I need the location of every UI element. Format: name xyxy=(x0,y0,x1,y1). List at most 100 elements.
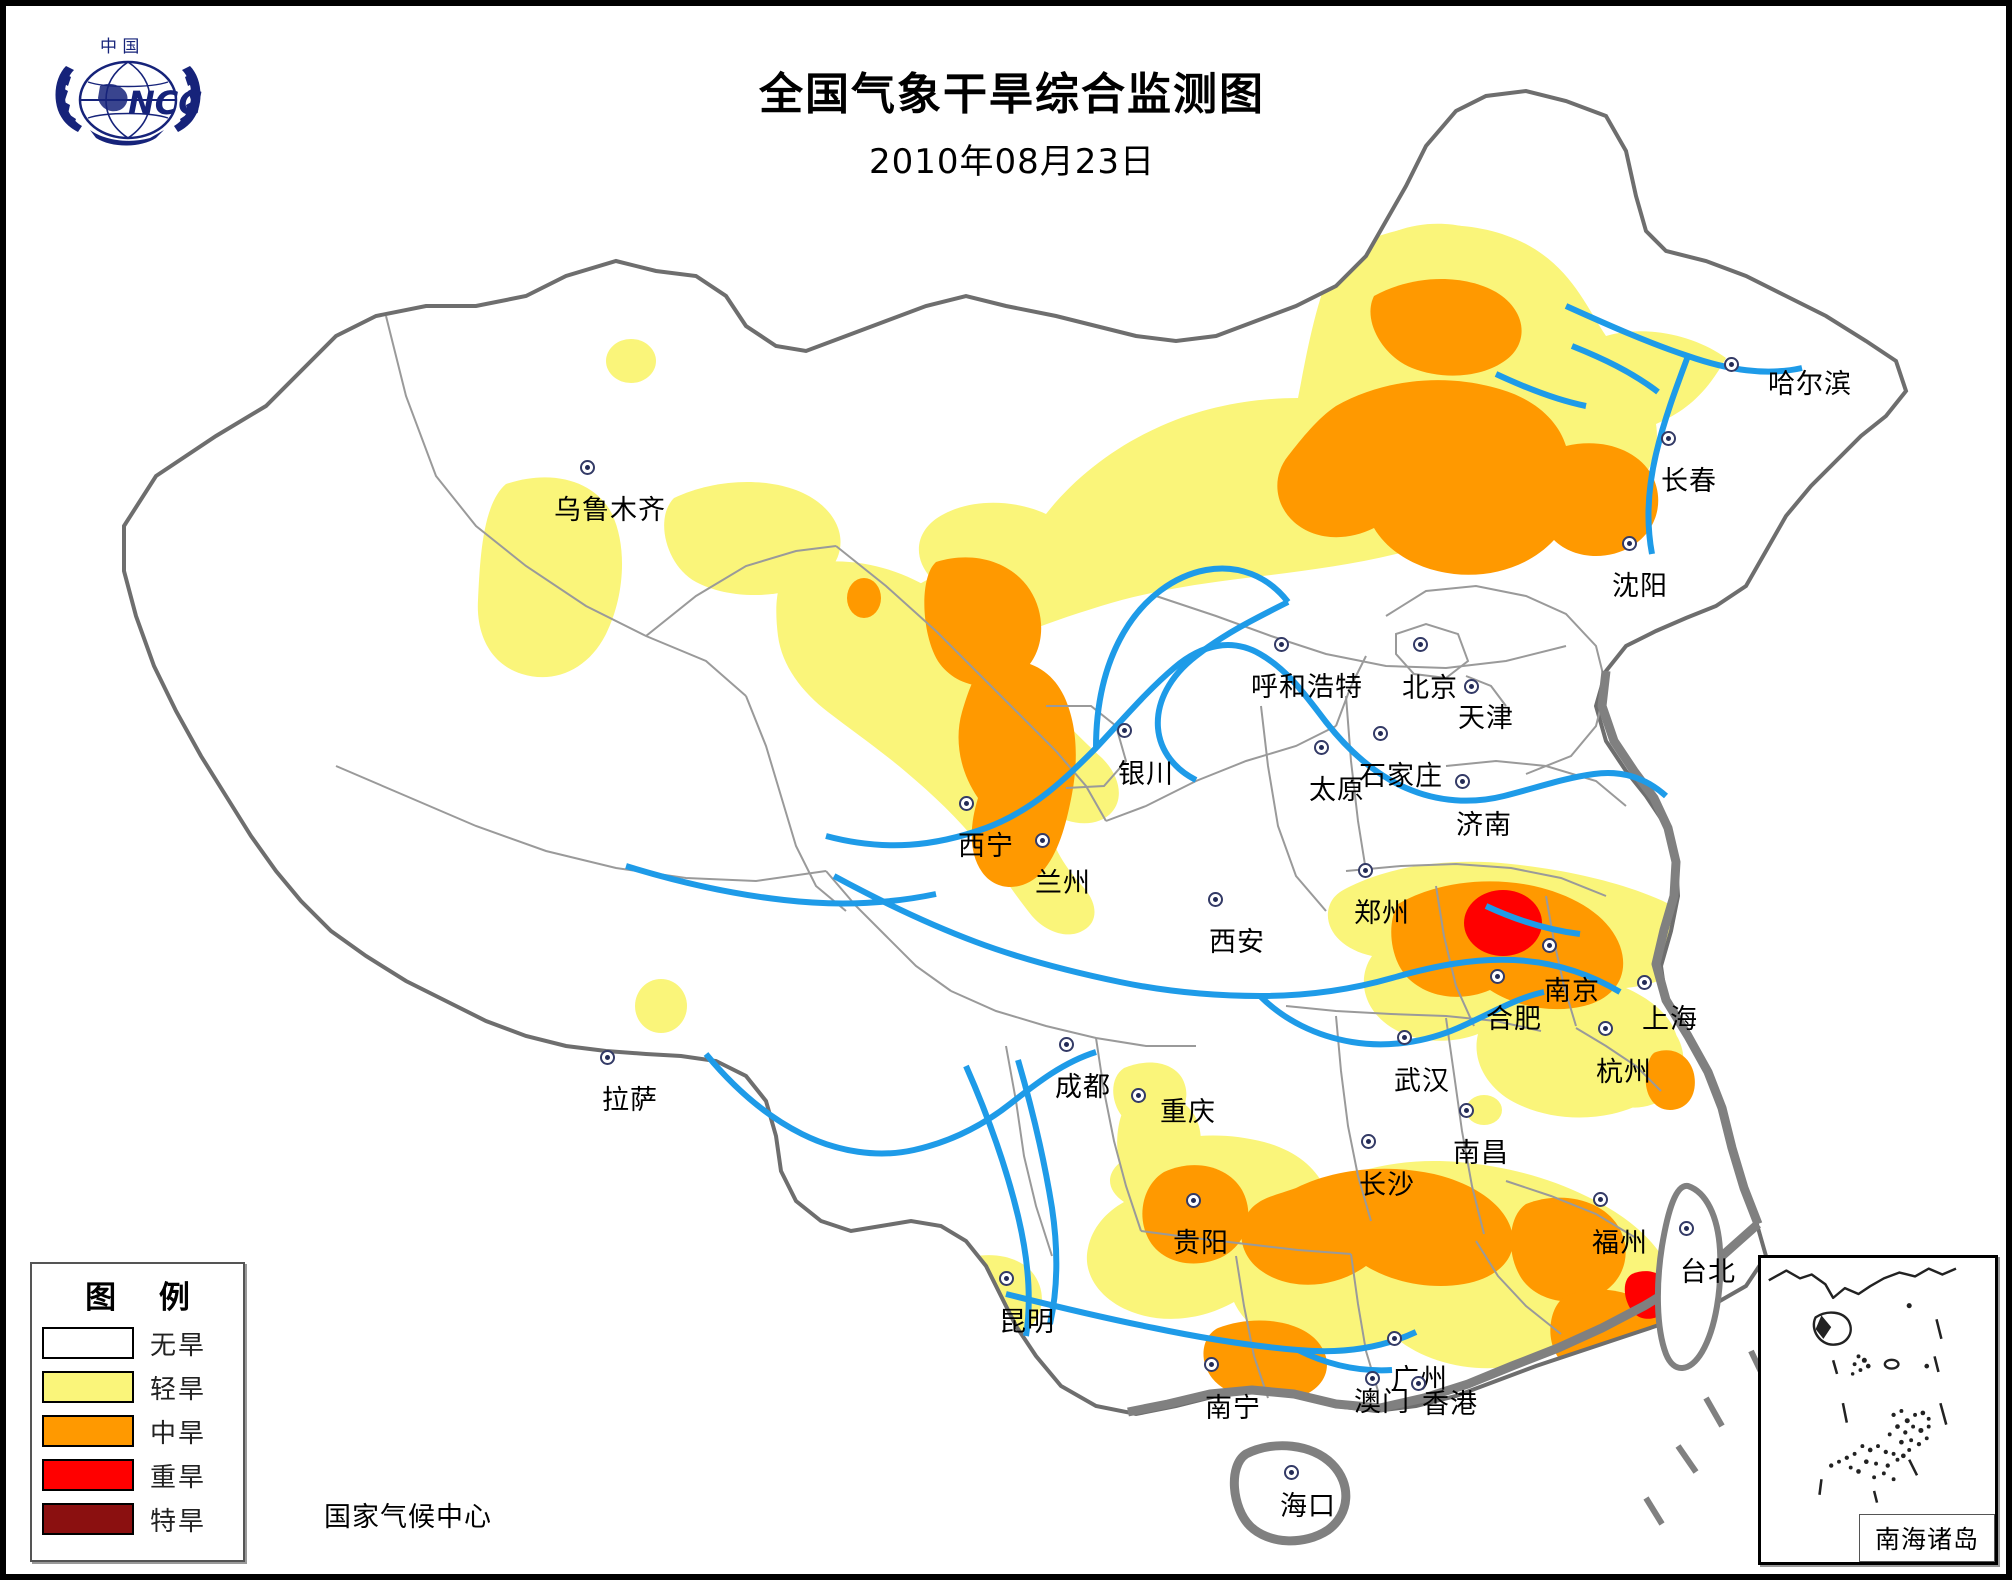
city-label-兰州: 兰州 xyxy=(1035,868,1091,899)
city-label-南昌: 南昌 xyxy=(1453,1138,1509,1169)
inset-coastline xyxy=(1768,1267,1957,1346)
legend-swatch-1 xyxy=(42,1371,134,1403)
city-label-澳门: 澳门 xyxy=(1354,1387,1410,1418)
legend-row-4: 特旱 xyxy=(32,1497,243,1541)
city-marker-12 xyxy=(1208,892,1223,907)
legend-row-2: 中旱 xyxy=(32,1409,243,1453)
city-marker-0 xyxy=(1724,357,1739,372)
city-label-乌鲁木齐: 乌鲁木齐 xyxy=(554,495,666,526)
city-label-长春: 长春 xyxy=(1661,466,1717,497)
legend-rows: 无旱轻旱中旱重旱特旱 xyxy=(32,1321,243,1541)
city-marker-23 xyxy=(1459,1103,1474,1118)
city-label-成都: 成都 xyxy=(1055,1072,1111,1103)
city-marker-27 xyxy=(1204,1357,1219,1372)
city-marker-19 xyxy=(1542,938,1557,953)
map-date: 2010年08月23日 xyxy=(868,142,1156,182)
inset-label: 南海诸岛 xyxy=(1859,1514,1995,1562)
legend-swatch-3 xyxy=(42,1459,134,1491)
drought-layer xyxy=(477,223,1726,1402)
city-label-海口: 海口 xyxy=(1280,1491,1336,1522)
legend-label-0: 无旱 xyxy=(150,1330,207,1361)
city-marker-13 xyxy=(1358,863,1373,878)
city-marker-6 xyxy=(1373,726,1388,741)
legend-label-1: 轻旱 xyxy=(150,1374,207,1405)
city-marker-24 xyxy=(1361,1134,1376,1149)
city-label-郑州: 郑州 xyxy=(1354,898,1410,929)
legend-row-1: 轻旱 xyxy=(32,1365,243,1409)
city-label-济南: 济南 xyxy=(1456,810,1512,841)
legend-box: 图 例 无旱轻旱中旱重旱特旱 xyxy=(30,1262,245,1562)
china-drought-map xyxy=(6,6,2006,1574)
city-marker-28 xyxy=(1387,1331,1402,1346)
city-label-太原: 太原 xyxy=(1309,775,1365,806)
logo-top-text: 中 国 xyxy=(100,37,139,57)
city-marker-17 xyxy=(1131,1088,1146,1103)
legend-label-3: 重旱 xyxy=(150,1462,207,1493)
legend-swatch-0 xyxy=(42,1327,134,1359)
city-label-昆明: 昆明 xyxy=(999,1307,1055,1338)
city-label-哈尔滨: 哈尔滨 xyxy=(1768,369,1852,400)
city-label-沈阳: 沈阳 xyxy=(1612,571,1668,602)
legend-row-3: 重旱 xyxy=(32,1453,243,1497)
city-label-长沙: 长沙 xyxy=(1359,1170,1415,1201)
city-label-呼和浩特: 呼和浩特 xyxy=(1251,672,1363,703)
city-label-西宁: 西宁 xyxy=(958,831,1014,862)
city-marker-25 xyxy=(1186,1193,1201,1208)
south-china-sea-inset: 南海诸岛 xyxy=(1758,1255,1998,1565)
svg-text:NCC: NCC xyxy=(128,84,202,122)
legend-row-0: 无旱 xyxy=(32,1321,243,1365)
city-marker-26 xyxy=(999,1271,1014,1286)
city-marker-30 xyxy=(1411,1376,1426,1391)
city-label-上海: 上海 xyxy=(1642,1004,1698,1035)
city-marker-29 xyxy=(1365,1371,1380,1386)
city-marker-32 xyxy=(1679,1221,1694,1236)
city-marker-18 xyxy=(1397,1030,1412,1045)
city-marker-22 xyxy=(1598,1021,1613,1036)
city-label-西安: 西安 xyxy=(1209,927,1265,958)
city-label-台北: 台北 xyxy=(1680,1257,1736,1288)
city-marker-16 xyxy=(1059,1037,1074,1052)
legend-title: 图 例 xyxy=(85,1280,206,1316)
city-label-南宁: 南宁 xyxy=(1205,1393,1261,1424)
city-label-香港: 香港 xyxy=(1422,1389,1478,1420)
city-label-天津: 天津 xyxy=(1458,703,1514,734)
city-marker-21 xyxy=(1637,975,1652,990)
page-title: 全国气象干旱综合监测图 xyxy=(759,69,1265,120)
city-marker-33 xyxy=(1284,1465,1299,1480)
city-marker-31 xyxy=(1593,1192,1608,1207)
city-marker-8 xyxy=(1455,774,1470,789)
hainan-island xyxy=(1229,1441,1351,1546)
city-label-合肥: 合肥 xyxy=(1486,1004,1542,1035)
city-label-杭州: 杭州 xyxy=(1596,1057,1652,1088)
city-marker-14 xyxy=(580,460,595,475)
city-marker-3 xyxy=(1413,637,1428,652)
inset-islands xyxy=(1818,1303,1948,1526)
city-marker-1 xyxy=(1661,431,1676,446)
city-marker-11 xyxy=(1035,833,1050,848)
city-marker-7 xyxy=(1314,740,1329,755)
ncc-logo: NCC 中 国 xyxy=(44,26,212,146)
legend-swatch-4 xyxy=(42,1503,134,1535)
city-marker-10 xyxy=(959,796,974,811)
city-label-福州: 福州 xyxy=(1592,1228,1648,1259)
province-borders xyxy=(335,315,1662,1399)
city-marker-5 xyxy=(1274,637,1289,652)
city-label-拉萨: 拉萨 xyxy=(602,1085,658,1116)
legend-label-2: 中旱 xyxy=(150,1418,207,1449)
city-label-北京: 北京 xyxy=(1402,673,1458,704)
city-marker-20 xyxy=(1490,969,1505,984)
city-label-贵阳: 贵阳 xyxy=(1173,1228,1229,1259)
legend-label-4: 特旱 xyxy=(150,1506,207,1537)
city-label-南京: 南京 xyxy=(1544,976,1600,1007)
legend-swatch-2 xyxy=(42,1415,134,1447)
city-label-石家庄: 石家庄 xyxy=(1359,761,1443,792)
credit-text: 国家气候中心 xyxy=(324,1502,492,1533)
city-label-银川: 银川 xyxy=(1118,759,1174,790)
city-label-武汉: 武汉 xyxy=(1394,1066,1450,1097)
city-marker-9 xyxy=(1117,723,1132,738)
city-marker-4 xyxy=(1464,679,1479,694)
city-marker-15 xyxy=(600,1050,615,1065)
taiwan-island xyxy=(1654,1183,1724,1371)
city-label-重庆: 重庆 xyxy=(1160,1097,1216,1128)
